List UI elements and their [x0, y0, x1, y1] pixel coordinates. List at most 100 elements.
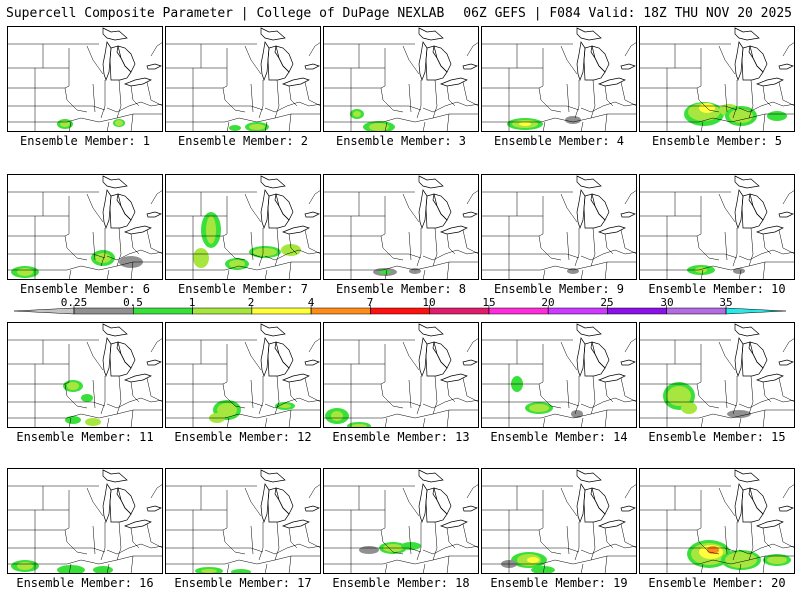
- state-boundary-line: [244, 45, 262, 75]
- colorbar-segment: [73, 307, 134, 315]
- map-background: [481, 174, 637, 280]
- ensemble-panel-8[interactable]: Ensemble Member: 8: [323, 174, 479, 296]
- state-boundary-line: [738, 397, 795, 409]
- member-label-4: Ensemble Member: 4: [493, 134, 625, 148]
- state-boundary-line: [250, 83, 254, 113]
- ensemble-panel-10[interactable]: Ensemble Member: 10: [639, 174, 795, 296]
- ensemble-panel-12[interactable]: Ensemble Member: 12: [165, 322, 321, 444]
- state-borders: [481, 41, 637, 132]
- great-lakes: [260, 175, 320, 235]
- ensemble-panel-5[interactable]: Ensemble Member: 5: [639, 26, 795, 148]
- panel-frame: [481, 26, 637, 132]
- map-4: [481, 26, 637, 132]
- lake-outline: [576, 469, 602, 483]
- state-boundary-line: [446, 85, 456, 107]
- state-boundary-line: [64, 48, 88, 113]
- state-boundary-line: [222, 344, 246, 409]
- ensemble-panel-14[interactable]: Ensemble Member: 14: [481, 322, 637, 444]
- ensemble-panel-17[interactable]: Ensemble Member: 17: [165, 468, 321, 590]
- ensemble-panel-18[interactable]: Ensemble Member: 18: [323, 468, 479, 590]
- lake-outline: [734, 323, 760, 337]
- lake-outline: [281, 373, 310, 383]
- map-background: [165, 26, 321, 132]
- michigan-peninsula-outline: [583, 45, 606, 81]
- state-boundary-line: [226, 121, 230, 132]
- lake-outline: [439, 519, 468, 529]
- state-boundary-line: [226, 269, 230, 280]
- state-boundary-line: [566, 525, 570, 555]
- state-boundary-line: [274, 375, 280, 415]
- state-boundary-line: [446, 409, 450, 428]
- state-boundary-line: [288, 261, 292, 280]
- state-boundary-line: [762, 233, 772, 255]
- state-boundary-line: [542, 121, 546, 132]
- lake-outline: [778, 63, 794, 70]
- ensemble-panel-9[interactable]: Ensemble Member: 9: [481, 174, 637, 296]
- scp-contour-blob: [60, 121, 70, 127]
- state-boundary-line: [416, 522, 422, 561]
- state-boundary-line: [574, 228, 580, 267]
- michigan-peninsula-outline: [109, 193, 132, 229]
- great-lakes: [734, 469, 794, 529]
- state-boundary-line: [748, 521, 754, 561]
- state-boundary-line: [422, 543, 479, 555]
- state-boundary-line: [782, 189, 795, 205]
- state-boundary-line: [724, 379, 728, 409]
- scp-field-layer: [63, 380, 101, 426]
- ensemble-panel-16[interactable]: Ensemble Member: 16: [7, 468, 163, 590]
- state-boundary-line: [762, 409, 766, 428]
- state-boundary-line: [416, 376, 422, 415]
- ensemble-panel-11[interactable]: Ensemble Member: 11: [7, 322, 163, 444]
- ensemble-panel-7[interactable]: Ensemble Member: 7: [165, 174, 321, 296]
- state-boundary-line: [64, 196, 88, 261]
- colorbar-segment: [370, 307, 430, 315]
- scp-contour-blob: [725, 552, 757, 568]
- ensemble-panel-20[interactable]: Ensemble Member: 20: [639, 468, 795, 590]
- colorbar-segment: [666, 307, 727, 315]
- member-label-2: Ensemble Member: 2: [177, 134, 309, 148]
- ensemble-panel-15[interactable]: Ensemble Member: 15: [639, 322, 795, 444]
- state-boundary-line: [481, 105, 580, 111]
- lake-outline: [102, 175, 128, 189]
- state-boundary-line: [782, 483, 795, 499]
- colorbar-segment: [251, 307, 312, 315]
- color-scale-bar: [13, 305, 787, 315]
- state-boundary-line: [560, 193, 578, 223]
- state-boundary-line: [538, 344, 562, 409]
- ensemble-panel-4[interactable]: Ensemble Member: 4: [481, 26, 637, 148]
- state-boundary-line: [590, 79, 596, 119]
- state-boundary-line: [308, 483, 321, 499]
- state-boundary-line: [86, 341, 104, 371]
- state-boundary-line: [86, 45, 104, 75]
- map-background: [323, 468, 479, 574]
- ensemble-panel-6[interactable]: Ensemble Member: 6: [7, 174, 163, 296]
- state-boundary-line: [130, 261, 134, 280]
- state-borders: [639, 41, 795, 132]
- state-borders: [7, 337, 163, 428]
- map-7: [165, 174, 321, 280]
- lake-outline: [123, 373, 152, 383]
- lake-outline: [778, 211, 794, 218]
- great-lakes: [260, 27, 320, 87]
- ensemble-panel-2[interactable]: Ensemble Member: 2: [165, 26, 321, 148]
- scp-contour-blob: [379, 270, 391, 274]
- ensemble-panel-1[interactable]: Ensemble Member: 1: [7, 26, 163, 148]
- ensemble-panel-3[interactable]: Ensemble Member: 3: [323, 26, 479, 148]
- scp-contour-blob: [115, 120, 123, 126]
- state-boundary-line: [165, 401, 264, 407]
- panel-frame: [165, 26, 321, 132]
- state-boundary-line: [560, 341, 578, 371]
- member-label-7: Ensemble Member: 7: [177, 282, 309, 296]
- ensemble-panel-19[interactable]: Ensemble Member: 19: [481, 468, 637, 590]
- panel-frame: [323, 26, 479, 132]
- state-boundary-line: [432, 521, 438, 561]
- lake-outline: [755, 225, 784, 235]
- state-boundary-line: [422, 397, 479, 409]
- michigan-peninsula-outline: [267, 45, 290, 81]
- state-borders: [639, 189, 795, 280]
- map-2: [165, 26, 321, 132]
- lake-outline: [439, 373, 468, 383]
- state-boundary-line: [422, 269, 426, 280]
- scp-contour-blob: [229, 260, 245, 268]
- ensemble-panel-13[interactable]: Ensemble Member: 13: [323, 322, 479, 444]
